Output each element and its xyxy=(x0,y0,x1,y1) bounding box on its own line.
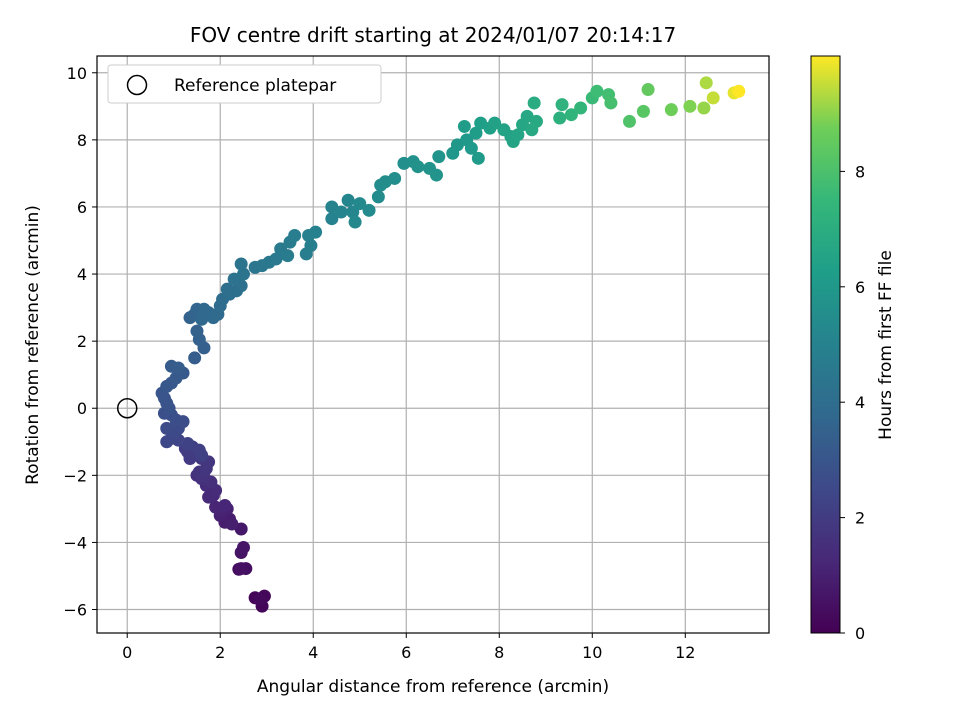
data-point xyxy=(188,351,202,365)
data-point xyxy=(195,312,209,326)
legend-label: Reference platepar xyxy=(174,76,336,96)
x-axis-ticks: 0 2 4 6 8 10 12 xyxy=(122,633,695,662)
data-point xyxy=(341,193,355,207)
y-tick-label: −6 xyxy=(63,601,87,620)
data-point xyxy=(288,228,302,242)
y-tick-label: 10 xyxy=(67,64,87,83)
x-tick-label: 12 xyxy=(675,643,695,662)
x-tick-label: 2 xyxy=(215,643,225,662)
data-point xyxy=(225,517,239,531)
colorbar-ticks: 0 2 4 6 8 xyxy=(840,162,865,643)
data-point xyxy=(664,103,678,117)
data-point xyxy=(636,104,650,118)
data-point xyxy=(699,76,713,90)
data-point xyxy=(362,203,376,217)
legend-box xyxy=(107,64,382,104)
data-point xyxy=(353,197,367,211)
y-tick-label: 2 xyxy=(77,332,87,351)
plot-frame xyxy=(96,55,770,634)
x-tick-label: 0 xyxy=(122,643,132,662)
data-point xyxy=(348,215,362,229)
data-point xyxy=(429,168,443,182)
data-point xyxy=(529,114,543,128)
data-point xyxy=(555,98,569,112)
x-tick-label: 6 xyxy=(401,643,411,662)
legend: Reference platepar xyxy=(107,64,382,104)
x-tick-label: 4 xyxy=(308,643,318,662)
x-tick-label: 10 xyxy=(582,643,602,662)
data-point xyxy=(457,119,471,133)
data-point xyxy=(732,84,746,98)
data-point xyxy=(527,96,541,110)
colorbar-tick-label: 4 xyxy=(855,393,865,412)
y-tick-label: 6 xyxy=(77,198,87,217)
colorbar-tick-label: 0 xyxy=(855,624,865,643)
data-point xyxy=(564,108,578,122)
reference-point-marker xyxy=(116,397,138,419)
data-point xyxy=(432,150,446,164)
colorbar-tick-label: 8 xyxy=(855,162,865,181)
colorbar-gradient xyxy=(810,55,841,634)
data-point xyxy=(590,84,604,98)
data-point xyxy=(388,171,402,185)
x-tick-label: 8 xyxy=(494,643,504,662)
legend-marker-icon xyxy=(126,74,148,96)
grid xyxy=(97,56,769,633)
data-point xyxy=(325,212,339,226)
data-point xyxy=(697,101,711,115)
y-tick-label: −4 xyxy=(63,533,87,552)
data-point xyxy=(574,101,588,115)
data-point xyxy=(411,160,425,174)
data-point xyxy=(371,190,385,204)
x-axis-label: Angular distance from reference (arcmin) xyxy=(257,677,609,697)
y-axis-label: Rotation from reference (arcmin) xyxy=(23,205,43,485)
data-point xyxy=(683,99,697,113)
data-point xyxy=(234,257,248,271)
data-point xyxy=(309,225,323,239)
data-point xyxy=(488,116,502,130)
data-point xyxy=(236,540,250,554)
data-point xyxy=(171,361,185,375)
data-point xyxy=(622,114,636,128)
data-point xyxy=(253,592,267,606)
data-point xyxy=(281,249,295,263)
data-point xyxy=(234,562,248,576)
y-axis-ticks: −6 −4 −2 0 2 4 6 8 10 xyxy=(63,64,97,620)
data-point xyxy=(469,126,483,140)
y-tick-label: −2 xyxy=(63,466,87,485)
chart-title: FOV centre drift starting at 2024/01/07 … xyxy=(190,23,676,47)
y-tick-label: 8 xyxy=(77,131,87,150)
data-point xyxy=(334,205,348,219)
colorbar-tick-label: 6 xyxy=(855,278,865,297)
data-point xyxy=(471,151,485,165)
colorbar-label: Hours from first FF file xyxy=(876,250,896,440)
y-tick-label: 0 xyxy=(77,399,87,418)
data-point xyxy=(236,267,250,281)
data-point xyxy=(218,499,232,513)
data-point xyxy=(160,421,174,435)
data-point xyxy=(511,128,525,142)
colorbar: 0 2 4 6 8 Hours from first FF file xyxy=(810,55,896,643)
data-point xyxy=(553,111,567,125)
data-point xyxy=(641,83,655,97)
y-tick-label: 4 xyxy=(77,265,87,284)
data-points xyxy=(155,76,746,613)
data-point xyxy=(464,141,478,155)
data-point xyxy=(190,324,204,338)
data-point xyxy=(304,239,318,253)
data-point xyxy=(604,96,618,110)
data-point xyxy=(269,252,283,266)
data-point xyxy=(195,448,209,462)
data-point xyxy=(706,91,720,105)
colorbar-tick-label: 2 xyxy=(855,509,865,528)
